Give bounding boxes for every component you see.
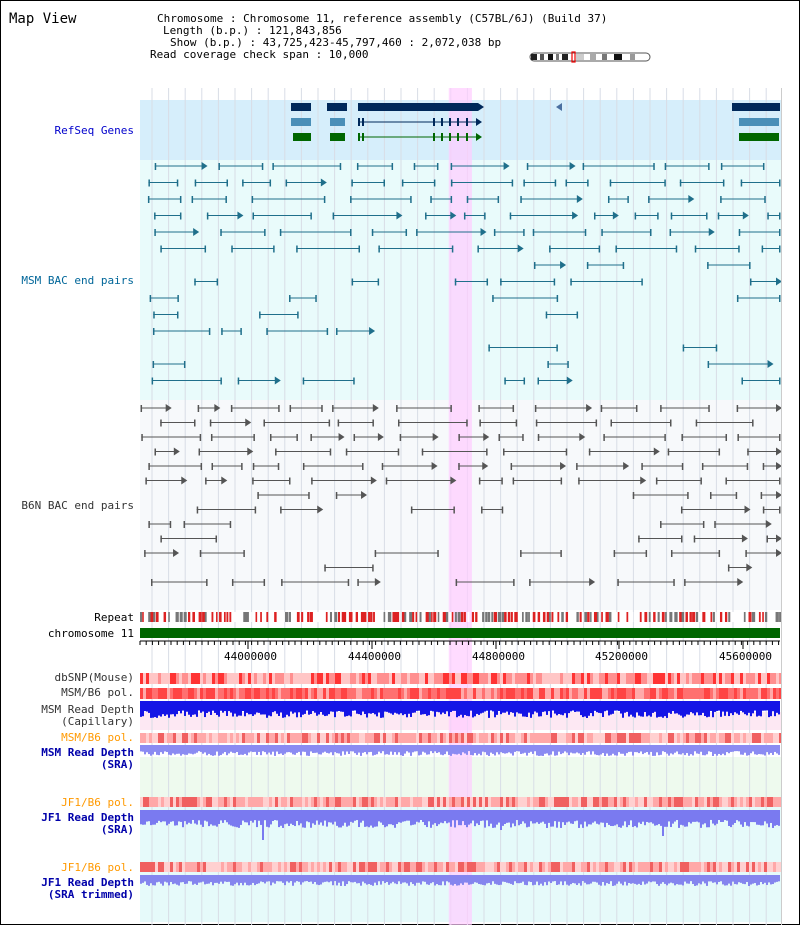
label-jf1-pol-2: JF1/B6 pol. — [61, 861, 134, 874]
label-msm-depth-sra-sub: (SRA) — [101, 758, 134, 771]
axis-tick-label: 45200000 — [595, 650, 648, 663]
refseq-genes-track[interactable] — [291, 103, 780, 141]
info-chromosome: Chromosome : Chromosome 11, reference as… — [157, 12, 607, 25]
label-dbsnp: dbSNP(Mouse) — [55, 671, 134, 684]
msm-bac-end-pairs-track[interactable] — [147, 162, 782, 385]
label-chromosome: chromosome 11 — [48, 627, 134, 640]
position-axis: 44000000 44400000 44800000 45200000 4560… — [139, 640, 780, 663]
jf1-pol-track-1[interactable] — [140, 797, 782, 807]
msm-depth-sra-track[interactable] — [140, 745, 780, 756]
gene-row-2[interactable] — [291, 118, 779, 126]
label-msm-pol-1: MSM/B6 pol. — [61, 686, 134, 699]
axis-tick-label: 44400000 — [348, 650, 401, 663]
label-msm-depth-capillary-sub: (Capillary) — [61, 715, 134, 728]
label-jf1-pol-1: JF1/B6 pol. — [61, 796, 134, 809]
label-jf1-depth-trim-sub: (SRA trimmed) — [48, 888, 134, 901]
label-jf1-depth-sra: JF1 Read Depth — [41, 811, 134, 824]
info-show: Show (b.p.) : 43,725,423-45,797,460 : 2,… — [170, 36, 501, 49]
label-jf1-depth-sra-sub: (SRA) — [101, 823, 134, 836]
gene-row-1[interactable] — [291, 103, 780, 111]
chromosome-bar[interactable] — [140, 628, 780, 638]
label-msm-bac: MSM BAC end pairs — [21, 274, 134, 287]
axis-tick-label: 45600000 — [719, 650, 772, 663]
label-repeat: Repeat — [94, 611, 134, 624]
msm-pol-track-1[interactable] — [140, 688, 782, 699]
label-b6n-bac: B6N BAC end pairs — [21, 499, 134, 512]
jf1-depth-trim-track[interactable] — [140, 875, 780, 886]
page-title: Map View — [9, 11, 77, 27]
jf1-depth-sra-track[interactable] — [140, 810, 780, 840]
axis-tick-label: 44000000 — [224, 650, 277, 663]
label-msm-depth-sra: MSM Read Depth — [41, 746, 134, 759]
info-coverage-span: Read coverage check span : 10,000 — [150, 48, 369, 61]
info-length: Length (b.p.) : 121,843,856 — [163, 24, 342, 37]
chromosome-ideogram[interactable] — [529, 51, 651, 63]
label-msm-depth-capillary: MSM Read Depth — [41, 703, 134, 716]
msm-pol-track-2[interactable] — [140, 733, 782, 743]
repeat-track[interactable] — [140, 612, 782, 622]
label-jf1-depth-trim: JF1 Read Depth — [41, 876, 134, 889]
label-msm-pol-2: MSM/B6 pol. — [61, 731, 134, 744]
msm-depth-capillary-track[interactable] — [140, 701, 780, 718]
dbsnp-track[interactable] — [140, 673, 782, 684]
axis-tick-label: 44800000 — [472, 650, 525, 663]
jf1-pol-track-2[interactable] — [140, 862, 782, 872]
b6n-bac-end-pairs-track[interactable] — [140, 404, 782, 586]
gene-row-3[interactable] — [293, 133, 779, 141]
label-refseq-genes: RefSeq Genes — [55, 124, 134, 137]
